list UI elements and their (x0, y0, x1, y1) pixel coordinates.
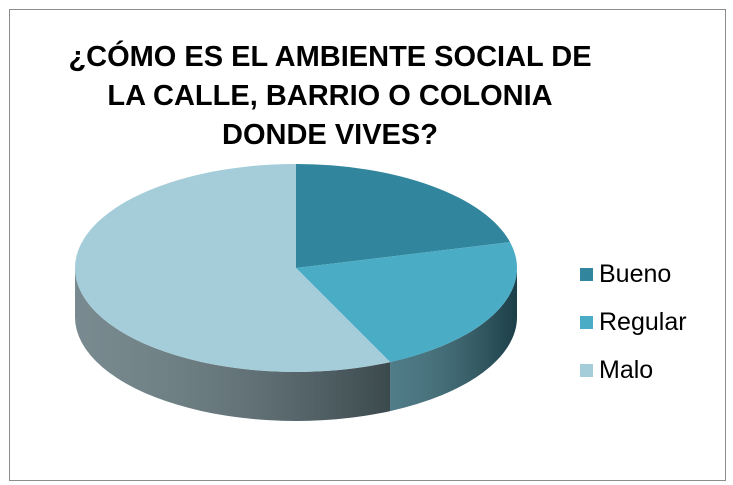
legend-item-malo: Malo (580, 346, 687, 394)
pie-slice-bueno (296, 164, 511, 268)
pie-side-shade-regular (390, 268, 517, 412)
legend-item-regular: Regular (580, 298, 687, 346)
legend-swatch-malo (580, 363, 593, 377)
chart-title: ¿CÓMO ES EL AMBIENTE SOCIAL DE LA CALLE,… (60, 38, 600, 155)
pie-side-shade-malo (75, 268, 391, 421)
legend: Bueno Regular Malo (580, 250, 687, 394)
chart-title-line-3: DONDE VIVES? (222, 119, 438, 151)
chart-title-line-2: LA CALLE, BARRIO O COLONIA (107, 80, 553, 112)
chart-title-line-1: ¿CÓMO ES EL AMBIENTE SOCIAL DE (68, 41, 592, 73)
legend-label-regular: Regular (599, 307, 687, 336)
legend-label-malo: Malo (599, 355, 654, 384)
pie-slice-regular (296, 242, 517, 363)
pie-slice-malo (75, 164, 391, 372)
legend-label-bueno: Bueno (599, 259, 672, 288)
pie-sides (75, 268, 517, 421)
pie-tops (75, 164, 517, 372)
legend-swatch-regular (580, 315, 593, 329)
legend-item-bueno: Bueno (580, 250, 687, 298)
legend-swatch-bueno (580, 267, 593, 281)
